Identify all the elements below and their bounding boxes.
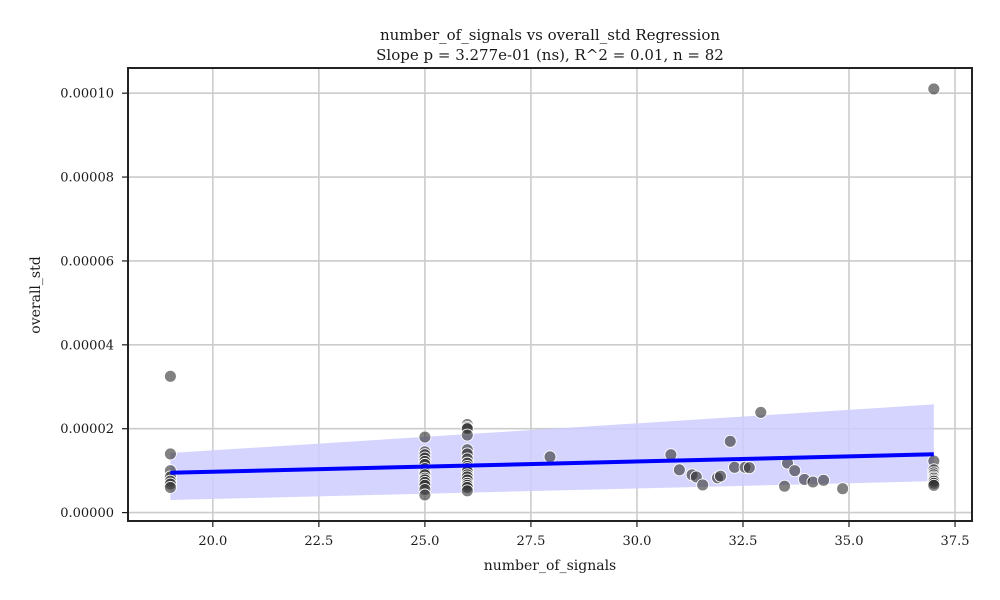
x-tick-label: 32.5: [728, 534, 757, 549]
scatter-point: [460, 484, 474, 498]
scatter-point: [788, 464, 802, 478]
x-tick-label: 20.0: [198, 534, 227, 549]
scatter-point: [460, 428, 474, 442]
scatter-point: [927, 82, 941, 96]
scatter-point: [696, 478, 710, 492]
scatter-point: [163, 480, 177, 494]
scatter-point: [927, 478, 941, 492]
scatter-point: [817, 473, 831, 487]
x-axis-label: number_of_signals: [484, 558, 617, 574]
x-tick-label: 30.0: [622, 534, 651, 549]
plot-frame: [127, 67, 973, 522]
y-tick-label: 0.00002: [60, 422, 114, 437]
scatter-point: [778, 479, 791, 493]
x-tick-label: 25.0: [410, 534, 439, 549]
x-tick-label: 35.0: [835, 534, 864, 549]
scatter-point: [723, 434, 737, 448]
x-tick-label: 27.5: [516, 534, 545, 549]
scatter-point: [418, 430, 432, 444]
scatter-point: [163, 369, 177, 383]
chart-subtitle: Slope p = 3.277e-01 (ns), R^2 = 0.01, n …: [376, 46, 724, 64]
scatter-point: [836, 482, 850, 496]
scatter-point: [543, 450, 557, 464]
y-tick-label: 0.00010: [60, 87, 114, 102]
y-tick-label: 0.00008: [60, 171, 114, 186]
y-tick-label: 0.00004: [60, 338, 114, 353]
axis-ticks: 20.0 22.5 25.0 27.5 30.0 32.5 35.0 37.5 0.00000 0…: [60, 87, 969, 549]
chart-title: number_of_signals vs overall_std Regress…: [380, 26, 720, 44]
regression-line-group: [170, 452, 934, 475]
scatter-point: [714, 469, 727, 483]
scatter-point: [742, 461, 756, 475]
scatter-point: [806, 475, 820, 489]
scatter-point: [754, 405, 768, 419]
y-tick-label: 0.00006: [60, 254, 114, 269]
scatter-point: [163, 447, 177, 461]
y-axis-label: overall_std: [28, 256, 44, 333]
scatter-point: [672, 463, 686, 477]
scatter-point: [418, 488, 432, 502]
regression-line: [170, 452, 934, 475]
x-tick-label: 22.5: [304, 534, 333, 549]
y-tick-label: 0.00000: [60, 506, 114, 521]
x-tick-label: 37.5: [941, 534, 970, 549]
